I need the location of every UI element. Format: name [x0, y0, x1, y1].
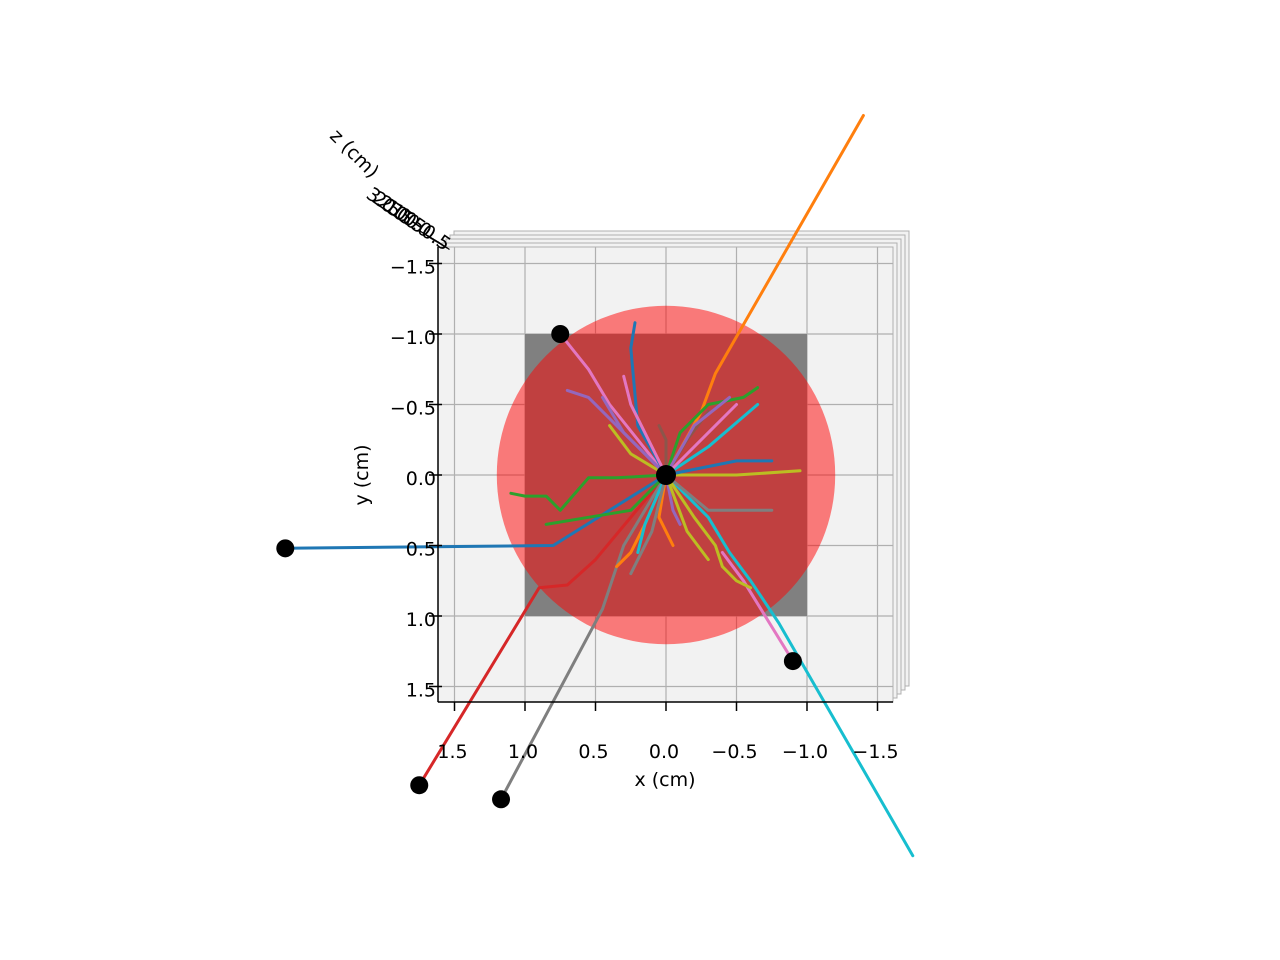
y-tick-label: −0.5	[390, 398, 436, 420]
track-9	[664, 469, 802, 477]
z-axis-label: z (cm)	[325, 125, 383, 183]
x-tick-label: −1.0	[782, 741, 828, 763]
track-endpoint-3	[492, 790, 511, 809]
origin-point	[656, 465, 676, 485]
track-29	[664, 473, 710, 562]
track-2	[417, 473, 668, 787]
track-18	[622, 374, 668, 477]
x-tick-label: −0.5	[711, 741, 757, 763]
track-28	[629, 473, 668, 576]
y-tick-label: 1.5	[406, 680, 436, 702]
track-17	[608, 424, 668, 477]
track-endpoint-0	[276, 539, 295, 558]
track-20	[601, 395, 668, 477]
track-12	[629, 321, 668, 477]
track-6	[720, 551, 795, 663]
track-24	[664, 403, 738, 477]
track-16	[664, 473, 774, 512]
endpoints	[276, 325, 802, 809]
track-22	[664, 386, 760, 477]
track-endpoint-6	[783, 652, 802, 671]
z-tick	[437, 241, 450, 250]
track-23	[664, 395, 731, 477]
x-tick-label: 1.0	[508, 741, 538, 763]
track-27	[664, 473, 682, 526]
y-axis-label: y (cm)	[351, 444, 373, 505]
track-7	[509, 473, 668, 512]
track-14	[664, 403, 760, 477]
x-axis-label: x (cm)	[634, 769, 695, 791]
track-3	[499, 473, 668, 801]
track-5	[558, 332, 668, 477]
y-tick-label: 0.5	[406, 539, 436, 561]
y-tick-label: −1.0	[390, 327, 436, 349]
x-tick-label: 0.5	[578, 741, 608, 763]
y-tick-label: −1.5	[390, 257, 436, 279]
track-10	[664, 473, 753, 590]
x-tick-label: −1.5	[852, 741, 898, 763]
y-tick-label: 0.0	[406, 468, 436, 490]
y-tick-label: 1.0	[406, 609, 436, 631]
track-endpoint-5	[551, 325, 570, 343]
track-0	[283, 473, 668, 550]
track-endpoint-2	[410, 776, 429, 795]
track-8	[544, 473, 668, 526]
x-tick-label: 1.5	[437, 741, 467, 763]
track-15	[664, 459, 774, 477]
track-21	[636, 473, 668, 554]
x-tick-label: 0.0	[649, 741, 679, 763]
track-25	[657, 424, 668, 477]
